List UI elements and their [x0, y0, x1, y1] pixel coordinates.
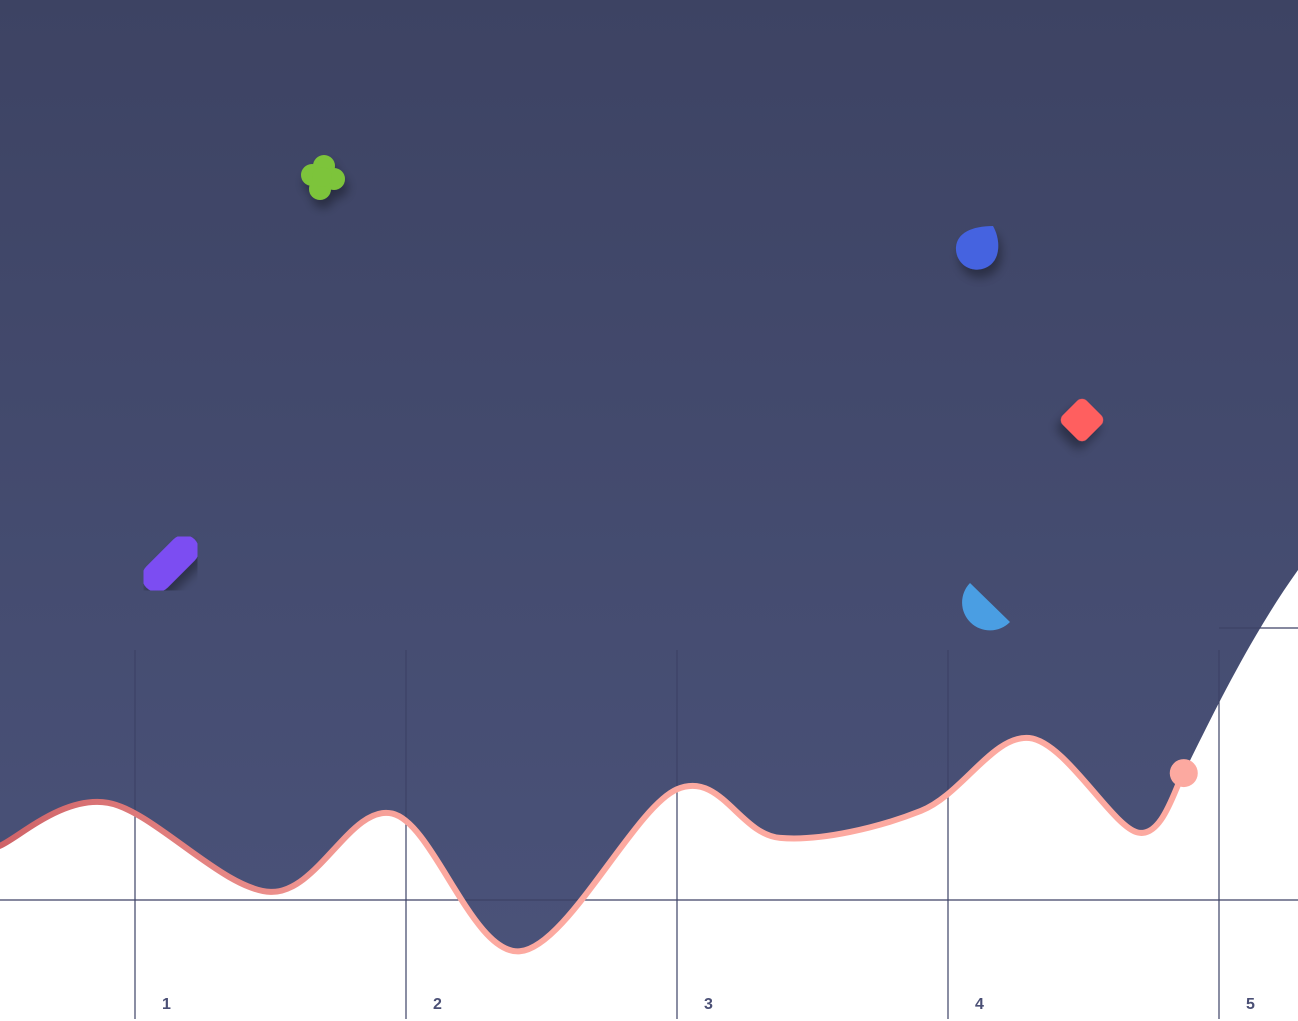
pill-icon — [142, 535, 199, 592]
x-tick-label: 4 — [975, 996, 984, 1013]
x-tick-label: 3 — [704, 996, 713, 1013]
series-line — [0, 734, 1187, 955]
x-tick-label: 1 — [162, 996, 171, 1013]
x-tick-labels: 1 2 3 4 5 — [162, 996, 1255, 1013]
x-tick-label: 2 — [433, 996, 442, 1013]
x-tick-label: 5 — [1246, 996, 1255, 1013]
clover-icon — [301, 155, 345, 200]
quarter-circle-icon — [962, 583, 1010, 631]
series-end-marker — [1169, 759, 1198, 788]
grid — [0, 627, 1298, 1019]
drop-icon — [955, 226, 999, 270]
diamond-icon — [1060, 398, 1104, 442]
